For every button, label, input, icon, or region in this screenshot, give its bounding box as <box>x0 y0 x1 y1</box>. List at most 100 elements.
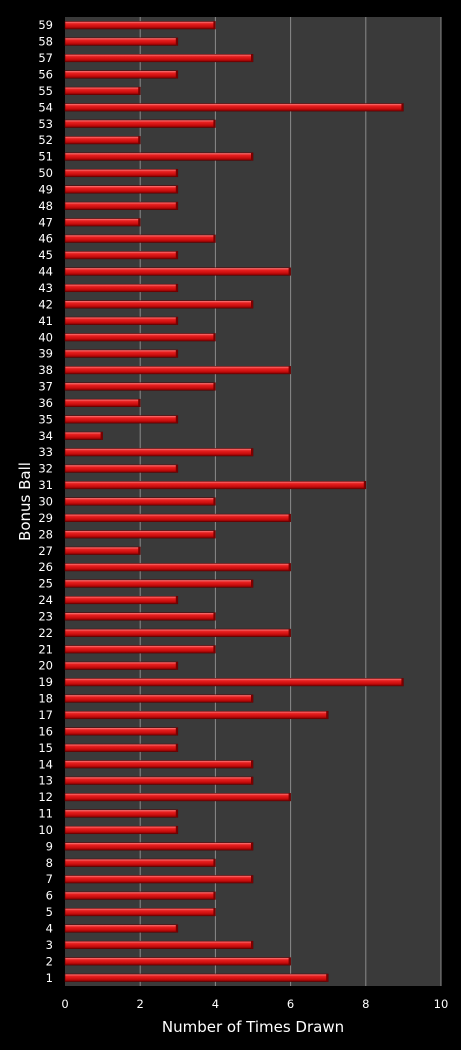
bar-end-cap <box>213 908 216 916</box>
bar-end-cap <box>251 760 253 769</box>
bar <box>64 366 291 375</box>
y-tick-label: 15 <box>38 741 53 755</box>
bar-end-cap <box>175 37 178 46</box>
y-tick-label: 41 <box>38 314 53 328</box>
bar <box>64 710 329 720</box>
y-tick-label: 27 <box>38 544 53 558</box>
y-tick-label: 46 <box>38 232 53 246</box>
bar-end-cap <box>175 415 178 424</box>
bar <box>64 760 254 769</box>
bar-end-cap <box>175 317 178 325</box>
y-tick-label: 17 <box>38 708 53 722</box>
bar <box>64 37 179 46</box>
bar <box>64 563 291 572</box>
bar <box>64 530 216 539</box>
bar <box>64 727 179 736</box>
y-tick-label: 14 <box>38 757 53 771</box>
bar <box>64 513 291 522</box>
y-axis-title: Bonus Ball <box>16 462 34 541</box>
bar <box>64 661 179 670</box>
bar-end-cap <box>175 826 178 834</box>
y-tick-label: 50 <box>38 166 53 180</box>
bar <box>64 464 179 473</box>
bar <box>64 251 179 260</box>
y-tick-label: 52 <box>38 133 53 147</box>
bar-end-cap <box>175 169 178 177</box>
y-tick-label: 39 <box>38 347 53 361</box>
bar <box>64 678 404 687</box>
bar <box>64 743 179 752</box>
bar <box>64 70 179 79</box>
bar <box>64 168 179 178</box>
y-tick-label: 32 <box>38 462 53 476</box>
bar-end-cap <box>213 21 216 29</box>
bar-end-cap <box>251 875 253 883</box>
bar <box>64 694 254 703</box>
y-tick-label: 16 <box>38 724 53 738</box>
y-tick-label: 54 <box>38 100 53 114</box>
y-tick-label: 57 <box>38 51 53 65</box>
bar <box>64 579 254 588</box>
bar-end-cap <box>175 924 178 933</box>
y-tick-label: 25 <box>38 577 53 591</box>
bar-end-cap <box>251 842 253 851</box>
bar-end-cap <box>175 661 178 670</box>
y-tick-label: 34 <box>38 429 53 443</box>
y-tick-label: 47 <box>38 215 53 229</box>
y-tick-label: 59 <box>38 18 53 32</box>
bar <box>64 382 216 391</box>
bar-end-cap <box>251 694 253 703</box>
y-tick-label: 30 <box>38 495 53 509</box>
bar <box>64 267 291 276</box>
bar-end-cap <box>401 678 404 686</box>
y-tick-label: 31 <box>38 478 53 492</box>
bar-end-cap <box>288 563 291 571</box>
bar <box>64 283 179 293</box>
bar <box>64 136 141 145</box>
bar-end-cap <box>326 711 329 719</box>
x-tick-label: 2 <box>137 997 144 1011</box>
x-tick-label: 0 <box>61 997 68 1011</box>
bar <box>64 86 141 95</box>
bar-end-cap <box>175 464 178 473</box>
y-tick-label: 5 <box>46 905 53 919</box>
y-tick-label: 49 <box>38 182 53 196</box>
bar-end-cap <box>251 776 253 785</box>
bar-end-cap <box>175 70 178 79</box>
bar <box>64 973 329 982</box>
bar-end-cap <box>175 596 178 604</box>
x-tick-label: 4 <box>212 997 219 1011</box>
bar <box>64 628 291 637</box>
y-tick-label: 24 <box>38 593 53 607</box>
bar <box>64 119 216 128</box>
bar-end-cap <box>213 497 216 506</box>
bar <box>64 448 254 457</box>
bar-end-cap <box>175 185 178 194</box>
bar-end-cap <box>213 382 216 391</box>
y-tick-label: 37 <box>38 380 53 394</box>
y-tick-label: 8 <box>46 856 53 870</box>
bar <box>64 645 216 654</box>
y-axis-ticks: 1234567891011121314151617181920212223242… <box>38 18 53 985</box>
y-tick-label: 28 <box>38 527 53 541</box>
bar-end-cap <box>138 218 141 227</box>
y-tick-label: 33 <box>38 445 53 459</box>
bar <box>64 612 216 621</box>
bar-end-cap <box>251 54 253 62</box>
bar <box>64 595 179 605</box>
y-tick-label: 21 <box>38 642 53 656</box>
bar <box>64 103 404 112</box>
bar-end-cap <box>251 941 253 949</box>
bar <box>64 957 291 966</box>
y-tick-label: 40 <box>38 330 53 344</box>
bar <box>64 825 179 835</box>
y-tick-label: 10 <box>38 823 53 837</box>
bar-end-cap <box>251 152 253 161</box>
bar-end-cap <box>213 859 216 867</box>
bar-end-cap <box>175 349 178 358</box>
x-tick-label: 8 <box>362 997 369 1011</box>
y-tick-label: 22 <box>38 626 53 640</box>
y-tick-label: 12 <box>38 790 53 804</box>
y-tick-label: 7 <box>46 872 53 886</box>
